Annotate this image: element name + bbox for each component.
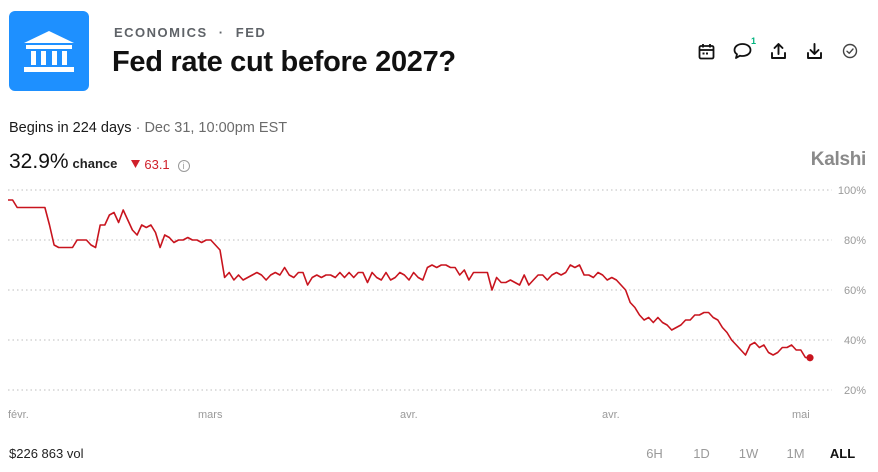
begins-label: Begins in 224 days <box>9 120 132 136</box>
schedule-separator: · <box>135 120 141 136</box>
series-line <box>8 199 811 359</box>
range-all[interactable]: ALL <box>829 446 856 461</box>
delta-value: 63.1 <box>144 156 170 172</box>
x-axis: févr. mars avr. avr. mai <box>8 409 810 421</box>
last-point-marker <box>806 354 814 362</box>
volume-label: $226 863 vol <box>9 446 84 461</box>
x-tick-label: avr. <box>400 409 418 421</box>
brand-logo: Kalshi <box>810 149 867 170</box>
subcategory-link[interactable]: FED <box>235 25 267 40</box>
rules-button[interactable] <box>840 40 860 62</box>
range-1m[interactable]: 1M <box>786 446 805 461</box>
category-link[interactable]: ECONOMICS <box>114 25 208 40</box>
range-6h[interactable]: 6H <box>646 446 663 461</box>
comment-count-badge: 1 <box>750 36 756 46</box>
calendar-button[interactable] <box>696 40 716 62</box>
range-1w[interactable]: 1W <box>738 446 759 461</box>
share-icon <box>770 43 786 59</box>
chance-value: 32.9% <box>9 150 69 173</box>
begins-date: Dec 31, 10:00pm EST <box>144 120 288 136</box>
chance-delta: 63.1 <box>131 156 170 172</box>
chart-grid <box>8 189 832 391</box>
download-icon <box>806 43 822 59</box>
x-tick-label: mai <box>792 409 810 421</box>
x-tick-label: avr. <box>602 409 620 421</box>
page-title: Fed rate cut before 2027? <box>112 46 456 78</box>
y-tick-label: 80% <box>844 235 866 247</box>
market-logo <box>9 11 89 91</box>
x-tick-label: févr. <box>8 409 29 421</box>
info-icon[interactable]: i <box>177 160 190 172</box>
market-schedule: Begins in 224 days · Dec 31, 10:00pm EST <box>9 120 287 136</box>
breadcrumb-separator: · <box>218 25 225 40</box>
y-axis: 100% 80% 60% 40% 20% <box>838 185 866 397</box>
y-tick-label: 100% <box>838 185 866 197</box>
range-1d[interactable]: 1D <box>693 446 710 461</box>
check-circle-icon <box>842 43 858 59</box>
triangle-down-icon <box>131 160 141 168</box>
price-chart[interactable]: 100% 80% 60% 40% 20% févr. mars avr. avr. mai <box>0 180 878 430</box>
bank-building-icon <box>24 31 74 72</box>
y-tick-label: 20% <box>844 385 866 397</box>
chance-label: chance <box>72 156 118 171</box>
y-tick-label: 60% <box>844 285 866 297</box>
calendar-icon <box>698 43 714 59</box>
comments-button[interactable]: 1 <box>732 36 756 62</box>
comment-icon <box>733 43 751 59</box>
y-tick-label: 40% <box>844 335 866 347</box>
range-selector: 6H 1D 1W 1M ALL <box>631 446 866 461</box>
chance-summary: 32.9% chance 63.1 i <box>9 150 190 174</box>
share-button[interactable] <box>768 40 788 62</box>
breadcrumb: ECONOMICS · FED <box>114 25 266 40</box>
toolbar: 1 <box>696 36 860 62</box>
download-button[interactable] <box>804 40 824 62</box>
x-tick-label: mars <box>198 409 223 421</box>
